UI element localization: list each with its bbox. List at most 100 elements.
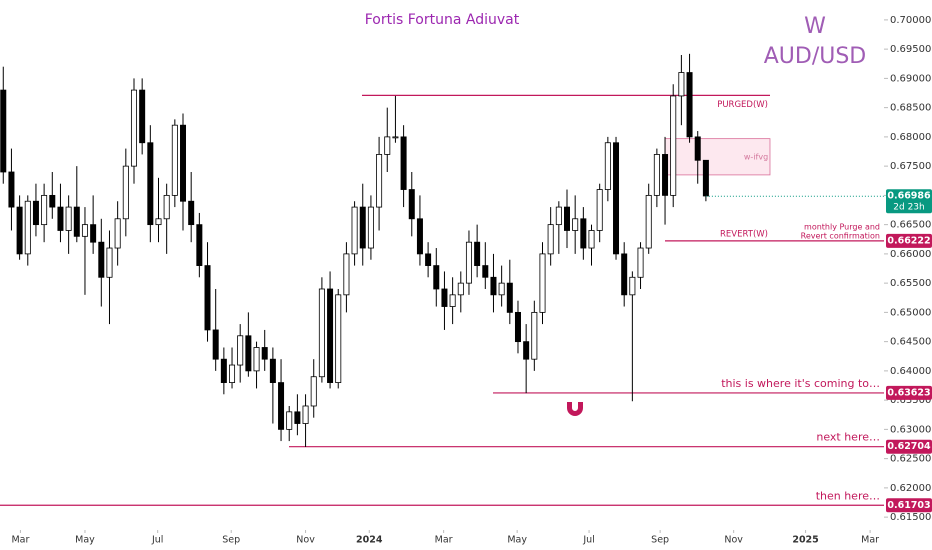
price-tag-label: 0.62704	[887, 441, 931, 452]
candle-body	[278, 382, 285, 430]
candle-body	[57, 206, 64, 231]
candle-body	[408, 189, 415, 220]
candle-body	[531, 311, 538, 360]
candle-body	[163, 194, 170, 220]
countdown: 2d 23h	[893, 203, 924, 213]
candle-body	[106, 247, 113, 278]
candle-body	[180, 124, 187, 202]
x-tick-label: Nov	[296, 535, 315, 546]
y-tick-label: 0.64000	[890, 366, 931, 377]
candle-body	[8, 171, 15, 208]
price-tag-label: 0.63623	[887, 387, 930, 398]
candle-body	[327, 288, 334, 383]
plot-layer	[0, 94, 884, 506]
candle-body	[555, 206, 562, 226]
candle-body	[482, 265, 489, 278]
y-tick-label: 0.69500	[890, 44, 931, 55]
zone-label: w-ifvg	[744, 152, 768, 161]
x-tick-label: Jul	[582, 535, 594, 546]
candle-body	[596, 189, 603, 231]
y-tick-label: 0.63500	[890, 395, 931, 406]
candle-body	[457, 282, 464, 296]
logo	[567, 402, 583, 416]
y-tick-label: 0.66000	[890, 249, 931, 260]
candle-body	[441, 288, 448, 307]
candle-body	[212, 329, 219, 360]
x-tick-label: Sep	[222, 535, 240, 546]
candle-body	[130, 89, 137, 167]
y-tick-label: 0.65500	[890, 278, 931, 289]
candle-body	[613, 142, 620, 255]
candle-body	[220, 358, 227, 383]
candle-body	[449, 294, 456, 307]
x-tick-label: Mar	[861, 535, 879, 546]
last-price-tag	[886, 189, 932, 214]
candle-body	[171, 124, 178, 196]
candle-body	[678, 72, 685, 97]
candle-body	[662, 154, 669, 196]
candle-body	[539, 253, 546, 313]
candle-body	[637, 247, 644, 278]
candle-body	[359, 206, 366, 249]
level-label: REVERT(W)	[720, 229, 768, 239]
candle-body	[261, 347, 268, 360]
candle-body	[269, 358, 276, 383]
candle-body	[416, 218, 423, 255]
candle-body	[498, 282, 505, 296]
candle-body	[41, 194, 48, 226]
candle-body	[384, 136, 391, 155]
candle-body	[694, 136, 701, 161]
candle-body	[367, 206, 374, 249]
target-note: this is where it's coming to…	[721, 377, 880, 390]
candle-body	[343, 253, 350, 296]
candle-body	[686, 72, 693, 138]
candle-body	[702, 159, 709, 197]
interval: W	[804, 14, 826, 39]
candle-body	[474, 241, 481, 266]
candle-body	[400, 136, 407, 190]
y-tick-label: 0.62000	[890, 483, 931, 494]
candle-body	[32, 200, 39, 226]
y-tick-label: 0.61500	[890, 512, 931, 523]
candle-body	[425, 253, 432, 266]
price-tag	[886, 233, 932, 248]
y-tick-label: 0.69000	[890, 73, 931, 84]
candle-body	[433, 265, 440, 290]
candle-body	[580, 218, 587, 249]
x-tick-label: Nov	[724, 535, 743, 546]
target-note: then here…	[816, 489, 880, 502]
x-tick-label: May	[507, 535, 527, 546]
candle-body	[490, 276, 497, 296]
x-tick-label: Jul	[151, 535, 163, 546]
candle-body	[90, 224, 97, 243]
fvg-zone	[664, 138, 771, 176]
candle-body	[122, 165, 129, 220]
candle-body	[506, 282, 513, 313]
candle-body	[351, 206, 358, 255]
candle-body	[653, 154, 660, 196]
level-note: monthly Purge and	[804, 222, 880, 231]
x-tick-label: Sep	[651, 535, 669, 546]
candle-body	[335, 294, 342, 383]
candle-body	[253, 347, 260, 372]
candle-body	[465, 241, 472, 284]
candle-body	[237, 335, 244, 366]
candle-body	[81, 224, 88, 237]
candle-body	[188, 200, 195, 226]
price-tag	[886, 439, 932, 454]
candle-body	[73, 206, 80, 237]
candle-body	[645, 194, 652, 249]
candle-body	[621, 253, 628, 296]
candle-body	[114, 218, 121, 249]
candle-body	[196, 224, 203, 266]
y-tick-label: 0.63000	[890, 424, 931, 435]
price-tag-label: 0.61703	[887, 500, 930, 511]
candle-body	[588, 230, 595, 249]
candle-body	[514, 311, 521, 343]
price-tag	[886, 385, 932, 400]
candle-body	[98, 241, 105, 278]
x-tick-label: May	[75, 535, 95, 546]
target-note: next here…	[816, 431, 880, 444]
candle-body	[294, 411, 301, 424]
